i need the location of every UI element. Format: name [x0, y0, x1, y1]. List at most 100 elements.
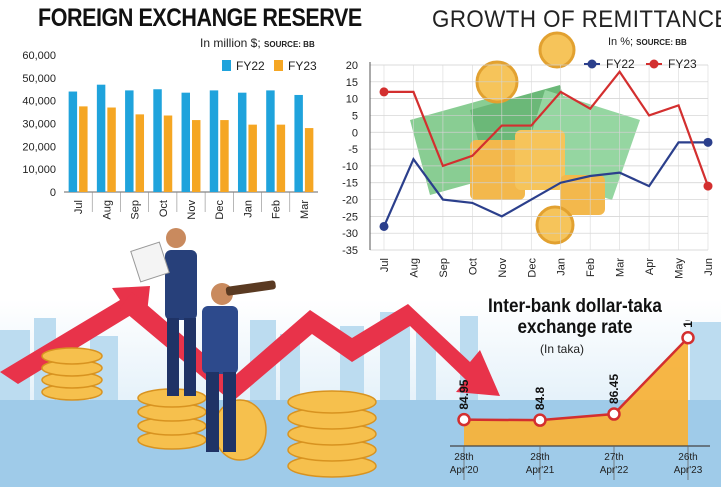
rem-legend-label-fy23: FY23	[668, 57, 697, 71]
fx-legend-swatch-fy23	[274, 60, 283, 71]
remittance-title: GROWTH OF REMITTANCE	[432, 6, 721, 33]
fx-x-tick-label: Jul	[73, 200, 85, 214]
fx-bar-fy22	[125, 90, 134, 192]
xr-area	[464, 337, 688, 446]
fx-reserve-source: SOURCE: BB	[264, 40, 315, 49]
fx-bar-fy22	[68, 91, 78, 192]
xr-line	[463, 336, 689, 422]
xr-x-tick-label: 28th	[530, 452, 549, 463]
rem-y-tick-label: -30	[342, 228, 358, 240]
fx-x-tick-label: Sep	[130, 200, 142, 220]
rem-line-fy23	[384, 69, 710, 187]
fx-y-tick-label: 50,000	[22, 73, 56, 85]
rem-y-tick-label: -5	[348, 144, 358, 156]
remittance-chart: 20 15 10 5 0 -5 -10 -15 -20 -25 -30 -35 Jul Aug Sep Oct…	[342, 57, 715, 279]
fx-x-tick-label: Oct	[158, 200, 170, 217]
exchange-rate-title: Inter-bank dollar-taka exchange rate	[467, 296, 683, 338]
rem-x-tick-label: Jun	[703, 258, 715, 276]
rem-x-tick-label: Sep	[438, 258, 450, 278]
rem-y-tick-label: -25	[342, 211, 358, 223]
fx-bar-fy23	[79, 106, 88, 192]
xr-x-tick-label: Apr'21	[526, 465, 555, 476]
rem-y-tick-label: -10	[342, 161, 358, 173]
coin-stack-left	[41, 347, 103, 401]
fx-x-tick-label: Mar	[299, 200, 311, 219]
rem-x-tick-label: May	[674, 258, 686, 279]
cash-illustration	[410, 31, 640, 245]
rem-y-tick-label: -15	[342, 178, 358, 190]
fx-bar-fy22	[237, 92, 247, 192]
fx-legend-swatch-fy22	[222, 60, 231, 71]
fx-bar-fy22	[181, 92, 190, 192]
fx-x-tick-label: Dec	[214, 200, 226, 220]
rem-y-tick-label: -20	[342, 195, 358, 207]
rem-x-tick-label: Oct	[467, 258, 479, 275]
fx-bar-fy23	[192, 120, 201, 192]
xr-value-label: 86.45	[607, 374, 621, 404]
exchange-rate-title-line2: exchange rate	[517, 317, 633, 338]
exchange-rate-unit: (In taka)	[540, 342, 585, 356]
fx-y-tick-label: 20,000	[22, 141, 56, 153]
fx-bar-fy23	[304, 128, 314, 192]
fx-bar-fy23	[107, 107, 116, 192]
exchange-rate-title-line1: Inter-bank dollar-taka	[488, 296, 662, 317]
xr-x-tick-label: 27th	[604, 452, 623, 463]
rem-x-tick-label: Apr	[644, 258, 656, 275]
fx-bar-fy22	[294, 94, 303, 192]
rem-legend-dot-fy22	[587, 59, 597, 69]
fx-reserve-chart: 0 10,000 20,000 30,000 40,000 50,000 60,000 Jul…	[22, 50, 318, 220]
fx-reserve-unit: In million $;	[200, 36, 261, 50]
xr-point	[457, 412, 471, 427]
rem-y-tick-label: 5	[352, 110, 358, 122]
xr-x-tick-label: 26th	[678, 452, 697, 463]
xr-value-label: 84.95	[457, 379, 471, 409]
rem-y-tick-label: 20	[346, 60, 358, 72]
fx-y-tick-label: 40,000	[22, 96, 56, 108]
fx-reserve-title: FOREIGN EXCHANGE RESERVE	[38, 4, 362, 32]
rem-y-tick-label: 0	[352, 127, 358, 139]
rem-x-tick-label: Jul	[379, 258, 391, 272]
remittance-subtitle: In %; SOURCE: BB	[608, 36, 687, 48]
xr-point	[681, 330, 695, 345]
fx-bar-fy22	[209, 90, 219, 192]
fx-y-tick-label: 60,000	[22, 50, 56, 62]
fx-bar-fy22	[153, 89, 162, 192]
trend-arrow	[0, 286, 150, 384]
rem-legend-dot-fy23	[649, 59, 659, 69]
xr-x-tick-label: 28th	[454, 452, 473, 463]
xr-point	[533, 413, 547, 427]
fx-y-tick-label: 30,000	[22, 119, 56, 131]
fx-bar-fy23	[163, 115, 173, 192]
fx-x-tick-label: Jan	[242, 200, 254, 218]
remittance-source: SOURCE: BB	[636, 38, 687, 47]
rem-y-tick-label: 15	[346, 77, 358, 89]
rem-y-tick-label: 10	[346, 94, 358, 106]
fx-bar-fy23	[135, 114, 145, 192]
rem-point-fy22	[379, 221, 389, 231]
rem-x-tick-label: Jan	[556, 258, 568, 276]
xr-x-tick-label: Apr'23	[674, 465, 703, 476]
xr-value-label: 84.8	[533, 386, 547, 410]
rem-x-tick-label: Nov	[497, 258, 509, 278]
remittance-unit: In %;	[608, 36, 634, 48]
rem-x-tick-label: Feb	[585, 258, 597, 277]
fx-legend-label-fy23: FY23	[288, 59, 317, 73]
xr-point	[607, 407, 621, 421]
fx-bar-fy23	[276, 124, 286, 192]
rem-point-fy23	[703, 181, 713, 191]
fx-x-tick-label: Aug	[101, 200, 113, 220]
businessman-reading	[130, 228, 197, 396]
fx-bar-fy22	[96, 84, 106, 192]
fx-x-tick-label: Nov	[186, 200, 198, 220]
fx-y-tick-label: 0	[50, 187, 56, 199]
rem-point-fy23	[379, 87, 389, 97]
exchange-rate-chart: 84.95 28th Apr'20 84.8 28th Apr'21 86.45 27th Ap…	[450, 320, 710, 480]
rem-legend-label-fy22: FY22	[606, 57, 635, 71]
rem-point-fy22	[703, 137, 713, 147]
xr-value-label: 107	[681, 320, 695, 328]
fx-bar-fy23	[248, 124, 257, 192]
xr-x-tick-label: Apr'22	[600, 465, 629, 476]
xr-x-tick-label: Apr'20	[450, 465, 479, 476]
fx-bar-fy22	[266, 90, 275, 192]
